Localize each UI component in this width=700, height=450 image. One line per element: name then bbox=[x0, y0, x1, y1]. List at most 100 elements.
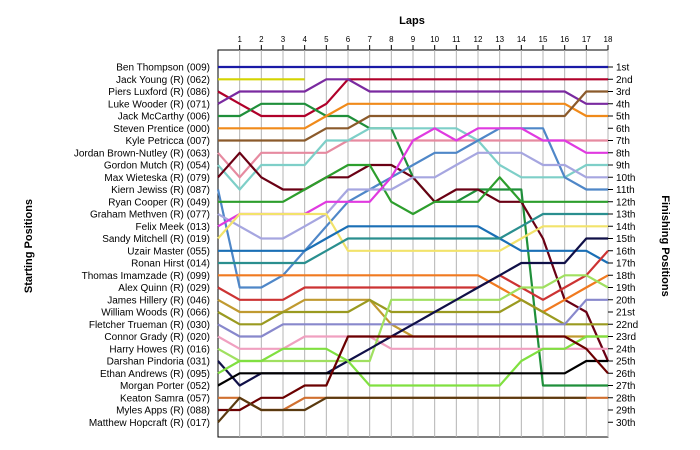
finishing-position-label: 28th bbox=[616, 393, 635, 404]
lap-tick-label: 6 bbox=[346, 35, 351, 44]
starting-grid-label: Ben Thompson (009) bbox=[116, 63, 210, 74]
starting-grid-label: Harry Howes (R) (016) bbox=[109, 344, 210, 355]
starting-grid-label: Gordon Mutch (R) (054) bbox=[104, 161, 210, 172]
finishing-position-label: 5th bbox=[616, 112, 630, 123]
starting-grid-label: Luke Wooder (R) (071) bbox=[108, 99, 210, 110]
lap-tick-label: 12 bbox=[474, 35, 483, 44]
lap-tick-label: 14 bbox=[517, 35, 526, 44]
driver-line bbox=[217, 298, 608, 326]
starting-grid-label: Kiern Jewiss (R) (087) bbox=[111, 185, 210, 196]
right-axis-title: Finishing Positions bbox=[659, 195, 671, 296]
finishing-position-label: 22nd bbox=[616, 320, 638, 331]
left-axis-title: Starting Positions bbox=[23, 199, 35, 293]
driver-line bbox=[217, 212, 608, 252]
finishing-position-label: 18th bbox=[616, 271, 635, 282]
finishing-position-label: 20th bbox=[616, 295, 635, 306]
starting-grid-label: Piers Luxford (R) (086) bbox=[108, 87, 210, 98]
finishing-position-label: 25th bbox=[616, 357, 635, 368]
finishing-position-label: 17th bbox=[616, 259, 635, 270]
starting-grid-label: William Woods (R) (066) bbox=[101, 308, 210, 319]
lap-tick-label: 2 bbox=[259, 35, 264, 44]
starting-grid-label: Fletcher Trueman (R) (030) bbox=[89, 320, 210, 331]
finishing-position-label: 13th bbox=[616, 210, 635, 221]
finishing-position-label: 29th bbox=[616, 406, 635, 417]
driver-line bbox=[217, 396, 587, 424]
starting-grid-label: Max Wieteska (R) (079) bbox=[104, 173, 210, 184]
starting-grid-label: Jack McCarthy (006) bbox=[118, 112, 210, 123]
starting-grid-label: Thomas Imamzade (R) (099) bbox=[82, 271, 210, 282]
driver-line bbox=[217, 151, 608, 240]
finishing-position-label: 2nd bbox=[616, 75, 633, 86]
driver-line bbox=[218, 102, 608, 130]
starting-grid-label: Myles Apps (R) (088) bbox=[116, 406, 210, 417]
lap-tick-label: 5 bbox=[324, 35, 329, 44]
lap-tick-label: 17 bbox=[582, 35, 591, 44]
finishing-position-label: 10th bbox=[616, 173, 635, 184]
driver-line bbox=[217, 250, 609, 301]
finishing-position-label: 21st bbox=[616, 308, 635, 319]
lap-tick-label: 3 bbox=[281, 35, 286, 44]
lap-tick-label: 15 bbox=[539, 35, 548, 44]
starting-grid-label: Kyle Petricca (007) bbox=[126, 136, 210, 147]
lap-tick-label: 13 bbox=[495, 35, 504, 44]
driver-line bbox=[218, 225, 609, 264]
driver-line bbox=[218, 212, 608, 265]
driver-line bbox=[217, 335, 608, 387]
starting-grid-label: Matthew Hopcraft (R) (017) bbox=[89, 418, 210, 429]
lap-tick-label: 18 bbox=[604, 35, 613, 44]
starting-grid-label: Morgan Porter (052) bbox=[120, 381, 210, 392]
lap-tick-label: 11 bbox=[452, 35, 461, 44]
finishing-position-label: 11th bbox=[616, 185, 635, 196]
starting-grid-label: Ethan Andrews (R) (095) bbox=[100, 369, 210, 380]
starting-grid-label: Uzair Master (055) bbox=[127, 246, 210, 257]
driver-line bbox=[217, 274, 609, 363]
starting-grid-label: Alex Quinn (R) (029) bbox=[118, 283, 210, 294]
starting-grid-label: Steven Prentice (000) bbox=[113, 124, 210, 135]
finishing-position-label: 30th bbox=[616, 418, 635, 429]
driver-line bbox=[217, 78, 608, 105]
finishing-position-label: 6th bbox=[616, 124, 630, 135]
starting-grid-labels: Ben Thompson (009)Jack Young (R) (062)Pi… bbox=[74, 63, 210, 429]
driver-line bbox=[217, 78, 608, 118]
lap-tick-label: 9 bbox=[411, 35, 416, 44]
driver-line bbox=[218, 163, 608, 216]
finishing-position-label: 1st bbox=[616, 63, 630, 74]
starting-grid-label: Felix Meek (013) bbox=[136, 222, 210, 233]
axis-titles: Laps Starting Positions Finishing Positi… bbox=[23, 15, 671, 297]
lap-ticks: 1 2 3 4 5 6 7 8 9 10 11 12 13 14 15 16 17 18 bbox=[237, 35, 613, 50]
lap-tick-label: 1 bbox=[237, 35, 242, 44]
finishing-position-label: 12th bbox=[616, 197, 635, 208]
lap-tick-label: 16 bbox=[560, 35, 569, 44]
finishing-position-label: 19th bbox=[616, 283, 635, 294]
lap-tick-label: 7 bbox=[367, 35, 372, 44]
finishing-position-label: 15th bbox=[616, 234, 635, 245]
starting-grid-label: Keaton Samra (057) bbox=[120, 393, 210, 404]
driver-line bbox=[218, 335, 609, 412]
starting-grid-label: Jack Young (R) (062) bbox=[116, 75, 210, 86]
finishing-position-label: 9th bbox=[616, 161, 630, 172]
finishing-position-label: 16th bbox=[616, 246, 635, 257]
lap-tick-label: 10 bbox=[430, 35, 439, 44]
starting-grid-label: Darshan Pindoria (031) bbox=[107, 357, 210, 368]
starting-grid-label: Connor Grady (R) (020) bbox=[104, 332, 210, 343]
starting-grid-label: James Hillery (R) (046) bbox=[107, 295, 210, 306]
driver-line bbox=[217, 127, 608, 191]
finishing-position-label: 7th bbox=[616, 136, 630, 147]
finishing-position-label: 8th bbox=[616, 148, 630, 159]
finishing-position-label: 24th bbox=[616, 344, 635, 355]
lap-tick-label: 4 bbox=[302, 35, 307, 44]
starting-grid-label: Sandy Mitchell (R) (019) bbox=[102, 234, 210, 245]
starting-grid-label: Graham Methven (R) (077) bbox=[90, 210, 210, 221]
finishing-position-label: 4th bbox=[616, 99, 630, 110]
finishing-position-label: 27th bbox=[616, 381, 635, 392]
finishing-position-label: 23rd bbox=[616, 332, 636, 343]
driver-line bbox=[217, 359, 608, 387]
lap-tick-label: 8 bbox=[389, 35, 394, 44]
starting-grid-label: Ronan Hirst (014) bbox=[131, 259, 210, 270]
driver-series bbox=[216, 65, 610, 424]
driver-line bbox=[218, 90, 608, 142]
x-axis-title: Laps bbox=[399, 15, 425, 27]
finishing-position-label: 14th bbox=[616, 222, 635, 233]
